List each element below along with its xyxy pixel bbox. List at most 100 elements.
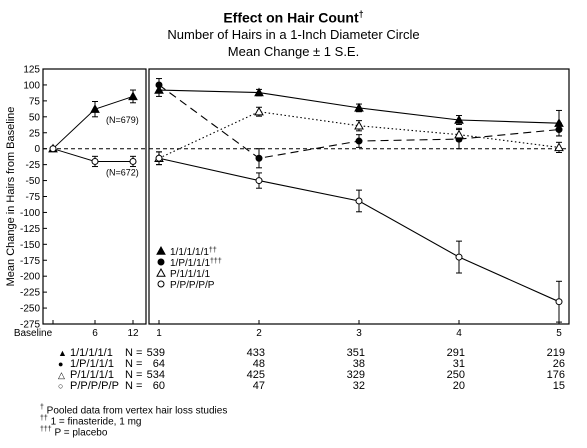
right-series-line [158, 111, 560, 159]
chart-subtitle-1: Number of Hairs in a 1-Inch Diameter Cir… [167, 27, 420, 42]
x-tick-label-right: 5 [556, 328, 562, 339]
open-triangle-icon: △ [58, 370, 65, 380]
right-series-point [155, 81, 163, 89]
n-table-label: N = [125, 369, 143, 381]
n-table-regimen: 1/P/1/1/1 [70, 358, 115, 370]
footnote: †† 1 = finasteride, 1 mg [40, 415, 142, 428]
filled-circle-icon: ● [58, 359, 64, 369]
right-series-point [254, 106, 264, 116]
y-axis-label: Mean Change in Hairs from Baseline [5, 107, 17, 287]
legend-marker [157, 258, 165, 266]
legend-entry: P/1/1/1/1 [170, 269, 210, 280]
y-tick-label: -200 [20, 272, 40, 283]
n-table-count: 219 [546, 347, 565, 359]
y-tick-label: -250 [20, 304, 40, 315]
n-table-label: N = [125, 347, 143, 359]
right-series-point [254, 87, 264, 97]
n-table-count: 60 [152, 380, 165, 392]
right-series-point [355, 197, 363, 205]
n-table-count: 176 [546, 369, 565, 381]
y-tick-label: -100 [20, 208, 40, 219]
right-series-point [455, 253, 463, 261]
x-tick-label-left: 6 [92, 328, 98, 339]
n-table-count: 433 [246, 347, 265, 359]
right-series-point [555, 126, 563, 134]
left-series-annotation: (N=679) [106, 115, 139, 125]
n-table-count: 47 [252, 380, 265, 392]
left-series-point [90, 104, 100, 113]
x-tick-label-right: 4 [456, 328, 462, 339]
y-tick-label: -275 [20, 320, 40, 331]
x-tick-label-right: 3 [356, 328, 362, 339]
y-tick-label: 25 [29, 128, 41, 139]
right-series-point [454, 129, 464, 139]
y-tick-label: -125 [20, 224, 40, 235]
right-series-point [555, 298, 563, 306]
y-tick-label: -175 [20, 256, 40, 267]
right-series-point [354, 102, 364, 112]
left-series-annotation: (N=672) [106, 167, 139, 177]
n-table-count: 539 [146, 347, 165, 359]
n-table-label: N = [125, 380, 143, 392]
legend-entry: P/P/P/P/P [170, 280, 215, 291]
footnote: ††† P = placebo [40, 426, 108, 439]
y-tick-label: -75 [26, 192, 41, 203]
right-series-point [354, 120, 364, 130]
n-table-regimen: P/1/1/1/1 [70, 369, 115, 381]
n-table-regimen: 1/1/1/1/1 [70, 347, 113, 359]
legend-entry: 1/P/1/1/1††† [170, 258, 222, 269]
x-tick-label-right: 2 [256, 328, 262, 339]
y-tick-label: 100 [23, 80, 40, 91]
y-tick-label: 50 [29, 112, 41, 123]
right-series-point [255, 154, 263, 162]
y-tick-label: -50 [26, 176, 41, 187]
open-circle-icon: ○ [58, 381, 64, 391]
hair-count-chart: 1251007550250-25-50-75-100-125-150-175-2… [5, 65, 570, 340]
left-series-point [91, 157, 99, 165]
left-series-point [128, 91, 138, 101]
footnote: † Pooled data from vertex hair loss stud… [40, 404, 228, 417]
x-tick-label-left: 12 [127, 328, 139, 339]
n-table-count: 15 [552, 380, 565, 392]
n-table-count: 291 [446, 347, 465, 359]
y-tick-label: -150 [20, 240, 40, 251]
n-table-count: 48 [252, 358, 265, 370]
right-series-point [255, 177, 263, 185]
x-axis-label-right: Year [348, 339, 371, 340]
n-table-count: 534 [146, 369, 165, 381]
x-tick-label-left: Baseline [14, 328, 53, 339]
legend-marker [156, 245, 166, 255]
n-table-count: 38 [352, 358, 365, 370]
left-series-point [49, 145, 57, 153]
n-table-count: 31 [452, 358, 465, 370]
legend-entry: 1/1/1/1/1†† [170, 247, 217, 258]
filled-triangle-icon: ▲ [58, 348, 67, 358]
y-tick-label: 75 [29, 96, 41, 107]
y-tick-label: -225 [20, 288, 40, 299]
left-series-point [129, 157, 137, 165]
n-table-count: 250 [446, 369, 465, 381]
right-series-point [355, 137, 363, 145]
right-series-point [454, 114, 464, 124]
chart-title: Effect on Hair Count† [223, 9, 364, 26]
right-series-point [155, 154, 163, 162]
n-table-count: 26 [552, 358, 565, 370]
y-tick-label: 0 [34, 144, 40, 155]
n-table-count: 32 [352, 380, 365, 392]
n-table-count: 351 [346, 347, 365, 359]
n-table-label: N = [125, 358, 143, 370]
n-table-count: 329 [346, 369, 365, 381]
right-series-point [554, 142, 564, 152]
n-table-count: 20 [452, 380, 465, 392]
legend-marker [157, 280, 165, 288]
y-tick-label: 125 [23, 65, 40, 76]
x-tick-label-right: 1 [156, 328, 162, 339]
n-table-regimen: P/P/P/P/P [70, 380, 119, 392]
legend-marker [156, 267, 166, 277]
x-axis-label-left: Month [80, 339, 111, 340]
y-tick-label: -25 [26, 160, 41, 171]
n-table-count: 425 [246, 369, 265, 381]
n-table-count: 64 [152, 358, 165, 370]
right-series-line [158, 157, 560, 303]
chart-subtitle-2: Mean Change ± 1 S.E. [227, 44, 360, 59]
